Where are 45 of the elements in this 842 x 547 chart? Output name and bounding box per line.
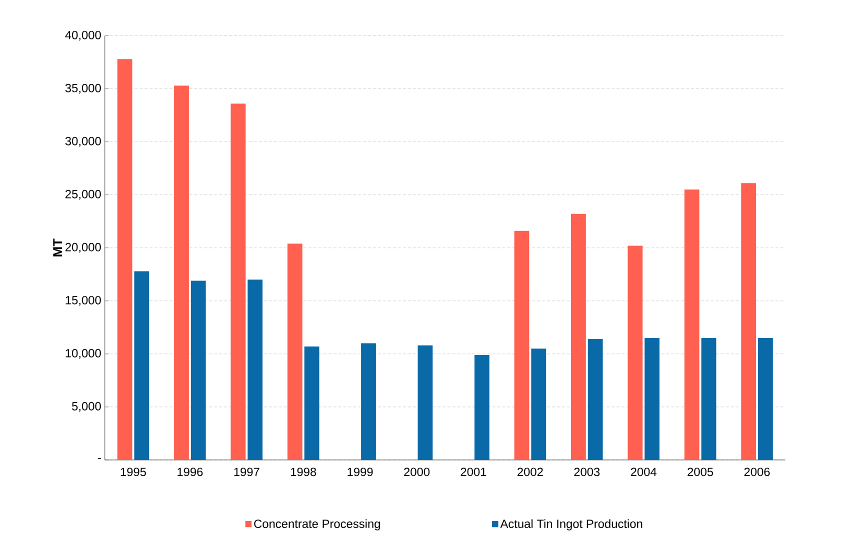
bar [758, 338, 773, 460]
x-tick-label: 2001 [460, 468, 486, 476]
bar [230, 103, 246, 460]
y-tick-label: 5,000 [72, 402, 101, 412]
y-tick-label: 25,000 [65, 190, 101, 200]
y-tick-label: 10,000 [66, 348, 101, 359]
y-tick-label: 40,000 [65, 30, 101, 40]
y-tick-label: 20,000 [65, 242, 101, 253]
x-tick-label: 1998 [290, 468, 316, 476]
bar [418, 345, 433, 460]
bar [361, 343, 376, 460]
bar [248, 279, 263, 460]
bar [474, 354, 490, 460]
y-tick-label: - [98, 458, 101, 459]
x-tick-label: 1999 [348, 468, 373, 476]
bar [684, 189, 700, 460]
x-tick-label: 2000 [404, 468, 430, 476]
bar [571, 214, 586, 460]
bar [531, 348, 546, 460]
legend-label: Concentrate Processing [254, 519, 380, 530]
bar [174, 85, 189, 460]
bar [117, 58, 132, 460]
x-tick-label: 2003 [574, 468, 600, 476]
bar [190, 280, 206, 460]
y-tick-label: 30,000 [65, 136, 101, 147]
x-tick-label: 1997 [234, 468, 260, 476]
x-tick-label: 2005 [688, 468, 714, 476]
x-tick-label: 1996 [178, 468, 203, 476]
x-tick-label: 2006 [744, 468, 770, 476]
bar [304, 346, 320, 460]
x-tick-label: 2004 [630, 468, 657, 476]
y-tick-label: 35,000 [65, 84, 101, 94]
y-axis-title: MT [53, 238, 62, 256]
bar [644, 338, 660, 460]
legend-label: Actual Tin Ingot Production [500, 519, 642, 530]
x-tick-label: 1995 [120, 468, 146, 476]
bar [741, 182, 756, 460]
bar [628, 246, 643, 460]
x-tick-label: 2002 [518, 468, 543, 476]
y-tick-label: 15,000 [66, 296, 101, 306]
bar [514, 230, 530, 460]
bar [588, 338, 603, 460]
bar [701, 338, 716, 460]
bar [134, 271, 150, 460]
bar [287, 243, 302, 460]
